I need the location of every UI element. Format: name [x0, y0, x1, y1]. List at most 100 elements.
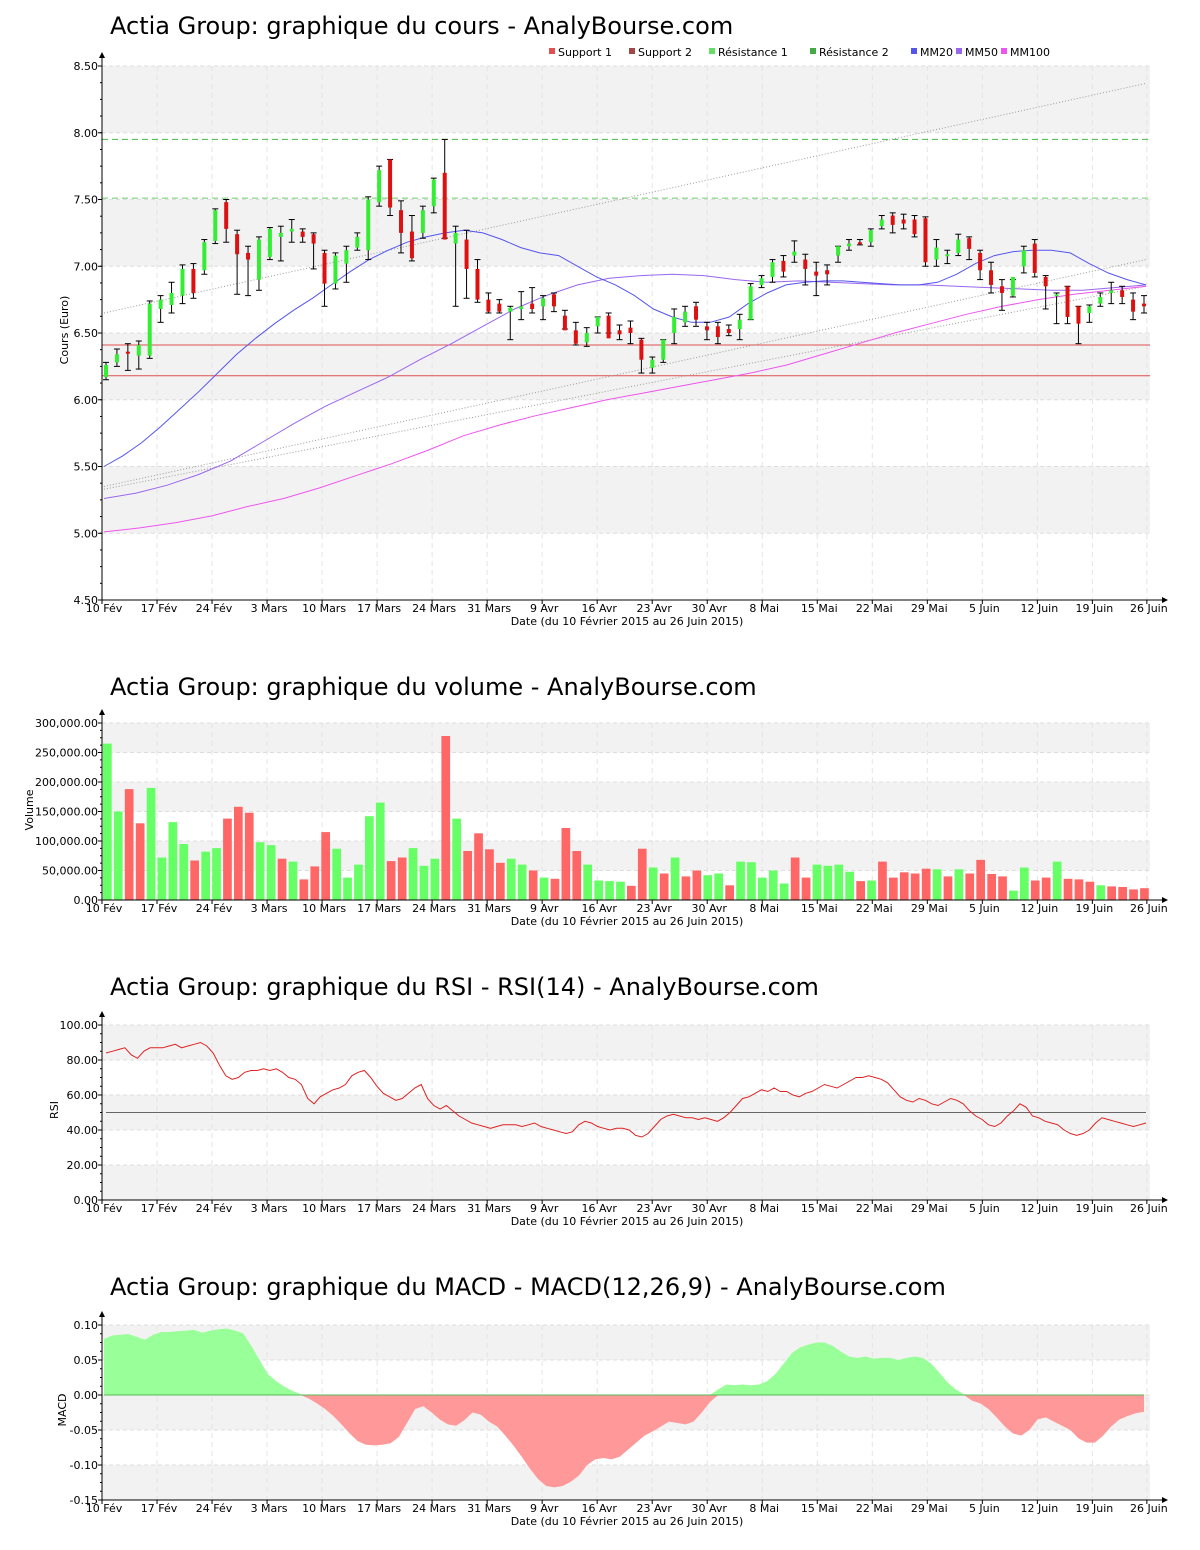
x-tick-label: 8 Mai	[749, 1202, 779, 1215]
candle-body	[868, 230, 873, 243]
legend-label: Support 2	[638, 46, 692, 59]
y-tick-label: 0.10	[74, 1319, 99, 1332]
volume-bar	[932, 869, 942, 900]
candle-body	[595, 316, 600, 327]
candle-body	[486, 299, 491, 312]
trend-line-upper	[103, 82, 1147, 314]
macd-chart: Actia Group: graphique du MACD - MACD(12…	[56, 1273, 1168, 1528]
volume-bar	[867, 880, 876, 900]
candle-body	[956, 239, 961, 253]
y-tick-label: 0.00	[74, 894, 99, 907]
x-tick-label: 3 Mars	[251, 602, 288, 615]
candle-body	[114, 354, 119, 363]
x-tick-label: 24 Fév	[196, 602, 233, 615]
x-tick-label: 17 Fév	[141, 1202, 178, 1215]
volume-bar	[616, 881, 625, 900]
x-tick-label: 26 Juin	[1130, 1202, 1168, 1215]
plot-band	[102, 841, 1150, 871]
rsi-axes: 0.00 20.00 40.00 60.00 80.00 100.00 10 Fév 17 F…	[60, 1011, 1168, 1215]
candle-body	[431, 179, 436, 207]
y-axis-arrow	[99, 1011, 105, 1017]
candle-body	[1120, 290, 1125, 297]
x-tick-label: 17 Mars	[357, 1202, 401, 1215]
x-tick-label: 9 Avr	[530, 1502, 559, 1515]
volume-bar	[201, 851, 210, 900]
x-tick-label: 31 Mars	[467, 1202, 511, 1215]
candle-body	[388, 159, 393, 208]
y-tick-label: -0.05	[70, 1424, 98, 1437]
x-tick-label: 19 Juin	[1075, 902, 1113, 915]
y-tick-label: 250,000.00	[35, 747, 98, 760]
volume-bar	[670, 857, 680, 900]
price-y-axis-label: Cours (Euro)	[58, 296, 71, 365]
candle-body	[672, 316, 677, 333]
y-tick-label: 7.00	[74, 260, 99, 273]
candle-body	[180, 268, 185, 296]
x-tick-label: 10 Mars	[302, 602, 346, 615]
plot-band	[102, 1465, 1150, 1500]
volume-bar	[910, 873, 920, 900]
legend-swatch	[629, 48, 635, 54]
legend-swatch	[810, 48, 816, 54]
macd-x-axis-label: Date (du 10 Février 2015 au 26 Juin 2015…	[511, 1515, 744, 1528]
volume-bar	[343, 877, 352, 900]
volume-bar	[288, 861, 298, 900]
volume-bar	[965, 873, 975, 900]
candle-body	[978, 252, 983, 271]
x-tick-label: 15 Mai	[801, 1202, 838, 1215]
volume-bar	[485, 849, 494, 900]
plot-band	[102, 199, 1150, 267]
x-tick-label: 10 Fév	[86, 1502, 123, 1515]
volume-bar	[223, 818, 232, 900]
candle-body	[617, 330, 622, 335]
candle-body	[125, 351, 130, 354]
x-tick-label: 16 Avr	[581, 1502, 617, 1515]
x-tick-label: 5 Juin	[969, 1202, 1000, 1215]
x-tick-label: 15 Mai	[801, 602, 838, 615]
candle-body	[1109, 290, 1114, 293]
y-tick-label: 200,000.00	[35, 776, 98, 789]
volume-bar	[190, 860, 199, 900]
legend-label: MM100	[1010, 46, 1050, 59]
volume-bar	[714, 873, 723, 900]
x-tick-label: 10 Fév	[86, 1202, 123, 1215]
x-tick-label: 24 Fév	[196, 1502, 233, 1515]
candle-body	[355, 236, 360, 248]
candle-body	[366, 199, 371, 251]
volume-bars	[103, 736, 1149, 901]
volume-bar	[703, 875, 713, 900]
volume-bar	[725, 885, 734, 901]
macd-chart-title: Actia Group: graphique du MACD - MACD(12…	[110, 1273, 946, 1301]
x-tick-label: 31 Mars	[467, 902, 511, 915]
x-tick-label: 26 Juin	[1130, 1502, 1168, 1515]
y-tick-label: 60.00	[67, 1089, 99, 1102]
rsi-x-axis-label: Date (du 10 Février 2015 au 26 Juin 2015…	[511, 1215, 744, 1228]
volume-bar	[321, 832, 330, 900]
candle-body	[475, 268, 480, 300]
candle-body	[464, 239, 469, 269]
x-tick-label: 3 Mars	[251, 1202, 288, 1215]
volume-bar	[856, 881, 865, 900]
volume-axes: 0.00 50,000.00 100,000.00 150,000.00 200,000…	[35, 709, 1168, 915]
volume-bar	[365, 816, 374, 900]
volume-bar	[812, 864, 822, 900]
x-tick-label: 16 Avr	[581, 902, 617, 915]
volume-bar	[1074, 879, 1084, 900]
volume-bar	[386, 861, 396, 900]
x-tick-label: 23 Avr	[636, 602, 672, 615]
x-tick-label: 9 Avr	[530, 902, 559, 915]
candle-body	[497, 303, 502, 312]
volume-bar	[583, 864, 592, 900]
volume-bar	[801, 877, 811, 900]
macd-axes: -0.15 -0.10 -0.05 0.00 0.05 0.10 10 Fév 17 Fév 2…	[70, 1311, 1168, 1515]
legend-swatch	[1001, 48, 1007, 54]
price-moving-averages	[103, 229, 1147, 533]
plot-band	[102, 66, 1150, 133]
x-tick-label: 5 Juin	[969, 902, 1000, 915]
x-tick-label: 19 Juin	[1075, 602, 1113, 615]
volume-bar	[889, 877, 898, 900]
y-axis-arrow	[99, 709, 105, 715]
x-tick-label: 23 Avr	[636, 1502, 672, 1515]
volume-bar	[354, 864, 363, 900]
